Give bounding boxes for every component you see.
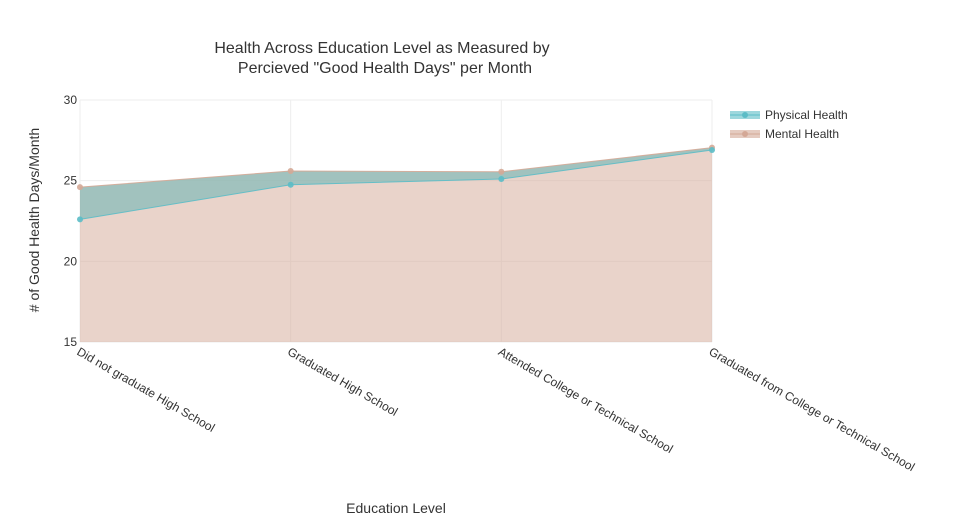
point-mental-health-0 [77,184,83,191]
x-axis-ticks: Did not graduate High School Graduated Hi… [75,344,918,474]
y-tick-label-1: 20 [64,254,78,268]
legend-marker-physical-health [742,112,748,118]
point-physical-health-2 [498,176,505,183]
x-tick-label-1: Graduated High School [285,344,400,418]
area-mental-health [80,147,712,342]
point-mental-health-2 [498,168,505,175]
x-tick-label-2: Attended College or Technical School [496,344,676,456]
legend-label-physical-health: Physical Health [765,108,848,122]
point-physical-health-3 [709,147,715,154]
chart-title-line-1: Health Across Education Level as Measure… [214,40,549,57]
x-tick-label-0: Did not graduate High School [75,344,218,435]
chart-title: Health Across Education Level as Measure… [214,40,549,77]
chart-title-line-2: Percieved "Good Health Days" per Month [238,60,532,77]
series-line-mental-health [79,147,713,188]
series-areas [80,147,712,342]
y-axis-title: # of Good Health Days/Month [26,128,42,312]
y-tick-label-3: 30 [64,93,78,107]
series-lines [79,147,713,220]
legend-marker-mental-health [742,131,748,137]
point-physical-health-0 [77,216,83,223]
y-axis-ticks: 15 20 25 30 [64,93,78,349]
y-tick-label-2: 25 [64,174,78,188]
point-mental-health-1 [287,167,294,174]
area-band-physical-mental [80,147,712,220]
y-tick-label-0: 15 [64,335,78,349]
point-physical-health-1 [287,181,294,188]
x-axis-title: Education Level [346,500,446,516]
series-points [77,144,715,223]
legend: Physical Health Mental Health [730,108,848,141]
series-line-physical-health [79,149,713,220]
legend-label-mental-health: Mental Health [765,127,839,141]
x-tick-label-3: Graduated from College or Technical Scho… [707,344,918,474]
